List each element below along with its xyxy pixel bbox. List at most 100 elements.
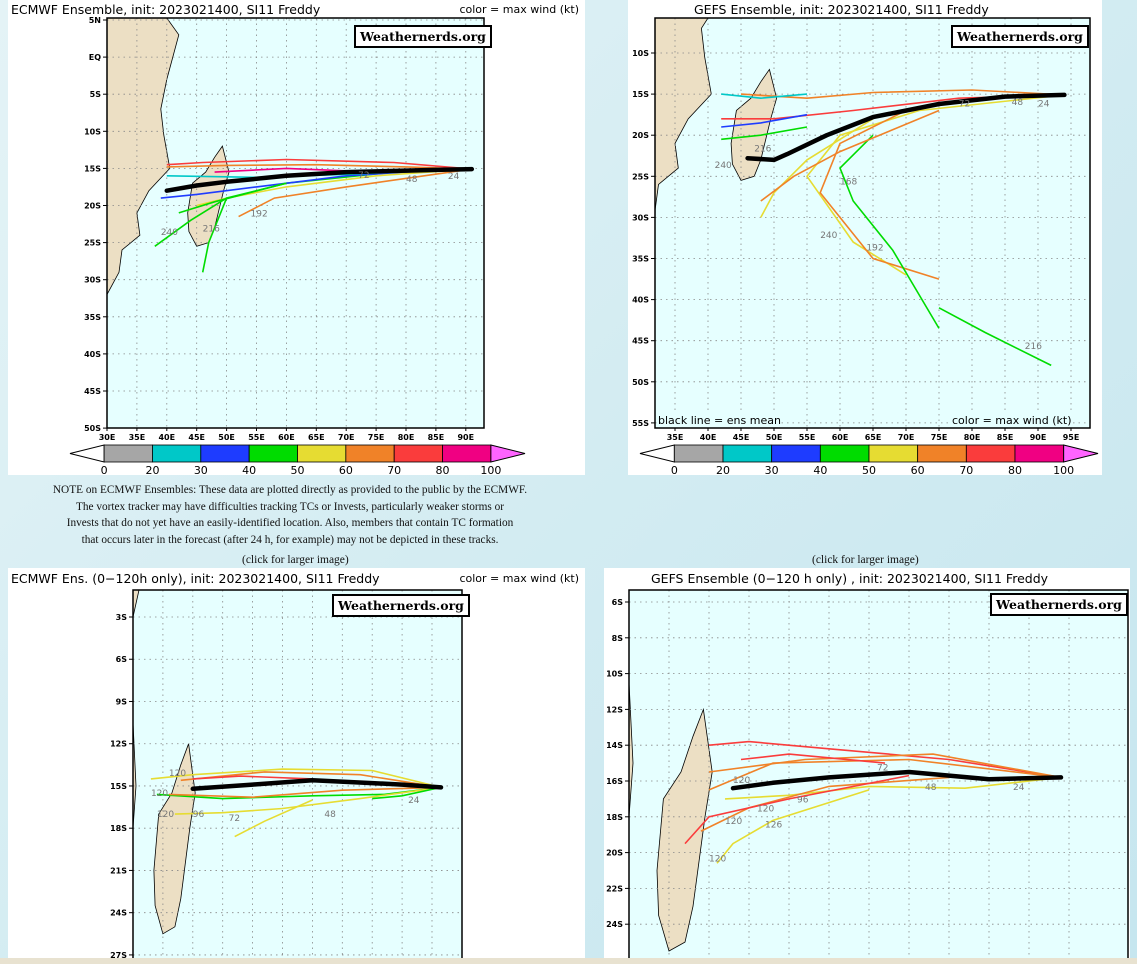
colorbar-label: 50 [291,464,305,475]
forecast-hour-label: 240 [715,161,732,171]
forecast-hour-label: 120 [157,810,174,820]
ensemble-member-track [166,158,472,170]
lat-label: 40S [84,350,101,359]
africa-landmass [107,18,180,317]
colorbar-label: 0 [101,464,108,475]
lon-label: 85E [997,433,1014,442]
ecmwf-ensemble-panel[interactable]: 24 48 72 192 216 240 5N EQ 5S 10S 15S 20S 25S 30S 35S 4… [8,0,585,475]
colorbar-label: 50 [862,464,876,475]
colorbar-label: 20 [716,464,730,475]
ensemble-member-track [938,307,1052,367]
ensemble-member-track [760,118,874,218]
color-note: color = max wind (kt) [459,3,579,16]
lon-label: 40E [700,433,717,442]
madagascar-landmass [153,743,196,935]
ensemble-member-track [708,740,1062,779]
ensemble-member-track [238,168,472,218]
ensemble-member-track [192,775,313,780]
colorbar-under-arrow [639,444,675,463]
ensemble-mean-track [190,778,444,792]
forecast-hour-label: 168 [840,178,857,188]
ensemble-member-track [154,197,228,247]
click-larger-link-ecmwf[interactable]: (click for larger image) [242,554,349,566]
colorbar-label: 20 [145,464,159,475]
lat-label: 35S [632,255,649,264]
colorbar-label: 60 [339,464,353,475]
gefs-120h-panel[interactable]: 24 48 72 96 120 120 120 120 126 6S 8S 10S 12S 14S 16S 1… [604,568,1130,964]
colorbar-segment [248,444,298,463]
colorbar-segment [917,444,967,463]
lon-label: 90E [457,433,474,442]
click-larger-link-gefs[interactable]: (click for larger image) [812,554,919,566]
lat-label: 50S [632,378,649,387]
colorbar-label: 70 [387,464,401,475]
gefs-120h-map[interactable]: 24 48 72 96 120 120 120 120 126 6S 8S 10S 12S 14S 16S 1… [604,568,1130,964]
colorbar-segment [152,444,202,463]
lat-label: 5S [90,90,102,99]
colorbar-label: 30 [765,464,779,475]
ensemble-member-track [819,109,940,280]
lat-label: 14S [606,741,623,750]
lat-label: 27S [110,951,127,960]
forecast-hour-label: 48 [1012,98,1024,108]
forecast-hour-label: 192 [251,210,268,220]
gefs-ensemble-panel[interactable]: 24 48 72 216 240 168 192 240 216 10S 15S 20S 25S 30S 3… [628,0,1102,475]
africa-landmass [133,590,145,960]
lon-label: 35E [667,433,684,442]
ensemble-member-track [160,168,454,199]
ecmwf-120h-map[interactable]: 244872961201201203S6S9S12S15S18S21S24S27… [8,568,585,964]
lon-label: 50E [218,433,235,442]
lat-label: 6S [116,655,128,664]
africa-landmass [629,590,645,960]
lat-label: 9S [116,697,128,706]
ensemble-member-track [372,786,442,800]
colorbar-segment [393,444,443,463]
watermark-logo: Weathernerds.org [951,25,1089,48]
forecast-hour-label: 120 [757,804,774,814]
colorbar-label: 80 [436,464,450,475]
forecast-hour-label: 24 [1038,99,1050,109]
forecast-hour-label: 24 [1013,783,1025,793]
forecast-hour-label: 48 [324,810,336,820]
forecast-hour-label: 48 [406,175,418,185]
ensemble-member-track [724,776,1062,800]
map-frame [106,17,485,429]
forecast-hour-label: 120 [169,769,186,779]
ensemble-mean-track [164,166,475,193]
lat-label: 10S [632,49,649,58]
ensemble-member-track [684,774,910,845]
bottom-scrollbar[interactable] [0,958,1137,964]
lat-label: 5N [89,16,101,25]
ecmwf-120h-panel[interactable]: 24 48 72 96 120 120 120 3S 6S 9S 12S 15S 18S 21S 24S 27… [8,568,585,964]
colorbar-segment [1014,444,1065,463]
lat-label: 24S [606,920,623,929]
lat-label: 15S [84,164,101,173]
note-line: Invests that do not yet have an easily-i… [66,517,514,529]
forecast-hour-label: 72 [959,99,970,109]
forecast-hour-label: 120 [733,776,750,786]
ocean-background [107,18,484,428]
lat-label: 3S [116,613,128,622]
forecast-hour-label: 72 [229,814,240,824]
watermark-logo: Weathernerds.org [990,593,1128,616]
lat-label: 30S [632,213,649,222]
forecast-hour-label: 216 [1025,342,1042,352]
lat-label: 15S [110,782,127,791]
ensemble-member-track [201,182,287,273]
lat-label: 55S [632,419,649,428]
ensemble-member-track [839,134,940,329]
ensemble-member-track [150,768,442,789]
colorbar-over-arrow [490,444,526,463]
lon-label: 60E [832,433,849,442]
ensemble-member-track [721,113,808,128]
lat-label: 20S [632,131,649,140]
lon-label: 35E [129,433,146,442]
ecmwf-ensemble-map[interactable]: 24 48 72 192 216 240 5N EQ 5S 10S 15S 20S 25S 30S 35S 4… [8,0,585,475]
forecast-hour-label: 192 [866,243,883,253]
gefs-ensemble-map[interactable]: 24 48 72 216 240 168 192 240 216 10S 15S 20S 25S 30S 3… [628,0,1102,475]
panel-title: ECMWF Ensemble, init: 2023021400, SI11 F… [11,2,321,17]
forecast-hour-label: 216 [754,145,771,155]
ensemble-member-track [740,753,886,764]
lat-label: 6S [612,598,624,607]
forecast-hour-label: 24 [448,172,460,182]
